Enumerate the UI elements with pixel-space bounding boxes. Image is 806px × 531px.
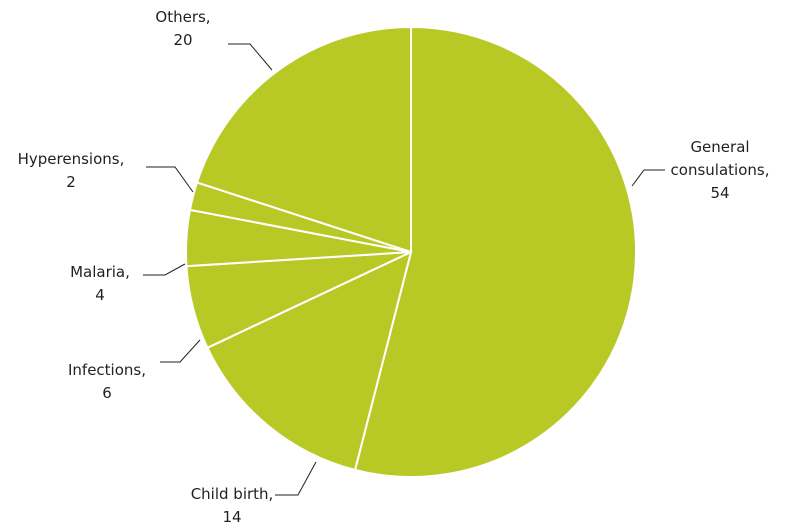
label-name: Infections,: [67, 361, 146, 379]
label-value: 4: [95, 286, 105, 304]
label-value: 20: [173, 31, 193, 49]
data-label: Hyperensions, 2: [1, 148, 141, 194]
label-name: General consulations,: [670, 138, 770, 179]
slices: [185, 25, 637, 478]
label-value: 2: [66, 173, 76, 191]
label-name: Others,: [155, 8, 211, 26]
data-label: Others, 20: [133, 6, 233, 52]
pie-slice: [195, 25, 412, 254]
leader-line: [275, 461, 317, 496]
data-label: General consulations, 54: [655, 136, 785, 205]
label-name: Malaria,: [70, 263, 130, 281]
pie-slice: [206, 250, 413, 472]
leader-line: [143, 263, 186, 276]
label-value: 54: [710, 184, 730, 202]
label-value: 14: [222, 508, 242, 526]
leader-line: [146, 166, 194, 193]
label-value: 6: [102, 384, 112, 402]
pie-slice: [353, 25, 637, 478]
label-name: Child birth,: [190, 485, 274, 503]
leader-line: [160, 339, 201, 363]
leader-line: [631, 169, 665, 187]
label-name: Hyperensions,: [17, 150, 125, 168]
data-label: Malaria, 4: [50, 261, 150, 307]
leader-line: [228, 43, 273, 71]
data-label: Infections, 6: [47, 359, 167, 405]
data-label: Child birth, 14: [162, 483, 302, 529]
